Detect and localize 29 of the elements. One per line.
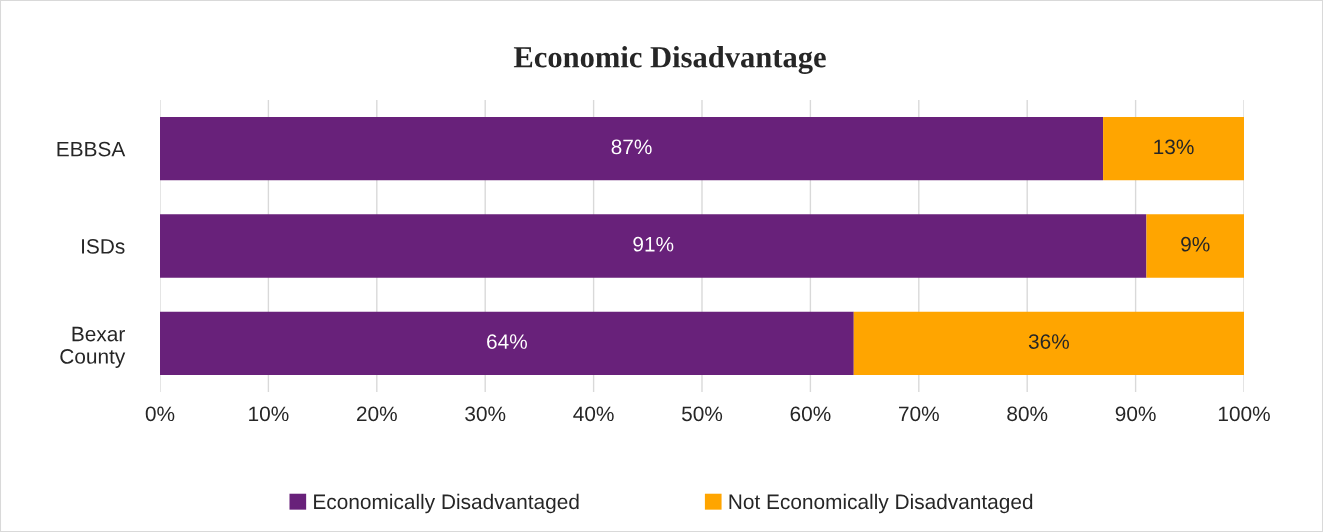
x-tick-label: 40% — [573, 406, 614, 422]
data-label: 91% — [633, 236, 674, 252]
x-tick-label: 0% — [145, 406, 175, 422]
chart-title: Economic Disadvantage — [513, 46, 826, 74]
data-label: 64% — [487, 334, 527, 349]
x-tick-label: 50% — [681, 406, 723, 422]
y-tick-label: Bexar County — [60, 326, 126, 368]
x-tick-label: 30% — [465, 406, 506, 422]
bar — [160, 311, 854, 375]
bar — [1103, 117, 1244, 181]
x-tick-label: 100% — [1218, 406, 1270, 422]
bar — [853, 311, 1244, 375]
bar — [1146, 214, 1244, 278]
data-label: 36% — [1028, 334, 1069, 349]
x-tick-label: 60% — [790, 406, 831, 422]
x-tick-label: 80% — [1007, 406, 1048, 422]
legend-label: Economically Disadvantaged — [314, 493, 579, 514]
bar — [160, 214, 1147, 278]
bar — [160, 117, 1104, 181]
x-tick-label: 20% — [357, 406, 397, 422]
data-label: 9% — [1181, 236, 1210, 252]
y-tick-label: EBBSA — [57, 141, 126, 157]
data-label: 13% — [1154, 139, 1194, 155]
y-tick-label: ISDs — [82, 239, 125, 254]
legend-label: Not Economically Disadvantaged — [729, 493, 1033, 514]
x-tick-label: 90% — [1115, 406, 1156, 422]
x-tick-label: 70% — [899, 406, 939, 422]
x-tick-label: 10% — [249, 406, 289, 422]
data-label: 87% — [611, 139, 652, 155]
